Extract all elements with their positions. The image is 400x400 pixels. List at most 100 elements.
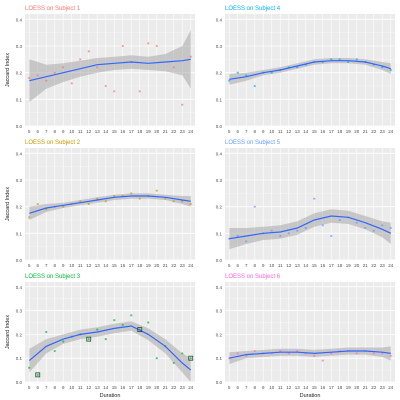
data-point — [355, 221, 358, 224]
data-point — [321, 359, 324, 362]
loess-line — [28, 325, 192, 371]
x-tick-label: 19 — [346, 385, 352, 390]
x-tick-label: 22 — [371, 129, 377, 134]
x-tick-label: 7 — [45, 385, 48, 390]
loess-line — [29, 195, 191, 214]
data-point — [172, 200, 175, 203]
data-point — [113, 318, 116, 322]
x-tick-label: 13 — [95, 263, 101, 268]
x-tick-label: 12 — [286, 385, 292, 390]
y-tick-label: 0.1 — [16, 231, 23, 236]
x-tick-label: 16 — [120, 263, 126, 268]
x-tick-label: 12 — [286, 263, 292, 268]
x-tick-label: 9 — [262, 129, 265, 134]
x-tick-label: 9 — [62, 385, 65, 390]
x-tick-label: 11 — [78, 263, 83, 268]
data-point — [45, 330, 48, 334]
x-tick-label: 12 — [86, 385, 92, 390]
x-tick-label: 23 — [380, 385, 386, 390]
x-tick-label: 15 — [312, 263, 318, 268]
x-tick-label: 14 — [103, 129, 109, 134]
y-tick-label: 0.3 — [216, 309, 223, 314]
x-tick-label: 18 — [337, 385, 343, 390]
subplot-1: 0.0 0.1 0.2 0.3 0.4 5 6 7 8 9 10 11 12 13 14 15 16 17 18 19… — [5, 6, 195, 134]
data-point — [28, 366, 31, 369]
x-tick-label: 13 — [295, 263, 301, 268]
data-point — [296, 66, 299, 69]
x-tick-label: 5 — [28, 385, 31, 390]
y-tick-label: 0.4 — [16, 151, 23, 156]
y-tick-label: 0.0 — [16, 124, 23, 129]
panel-background — [225, 14, 395, 126]
x-tick-label: 20 — [354, 129, 360, 134]
x-tick-label: 24 — [188, 263, 194, 268]
subplot-title: LOESS on Subject 3 — [25, 274, 81, 280]
data-point — [338, 218, 341, 222]
subplot-2: 0.0 0.1 0.2 0.3 0.4 5 6 7 8 9 10 11 12 13 14 15 16 17 18 19… — [216, 6, 395, 134]
x-tick-label: 22 — [171, 129, 177, 134]
x-tick-label: 21 — [363, 385, 369, 390]
x-tick-label: 9 — [62, 129, 65, 134]
x-tick-label: 18 — [337, 129, 343, 134]
x-tick-label: 22 — [371, 263, 377, 268]
y-tick-label: 0.0 — [216, 124, 223, 129]
x-tick-label: 8 — [53, 263, 56, 268]
x-tick-label: 5 — [228, 129, 231, 134]
y-tick-label: 0.4 — [216, 151, 223, 156]
data-point — [155, 357, 158, 360]
x-tick-label: 16 — [320, 263, 326, 268]
y-tick-label: 0.2 — [16, 205, 23, 210]
data-point — [330, 234, 333, 238]
x-tick-label: 18 — [137, 129, 143, 134]
data-point — [53, 349, 56, 353]
x-tick-label: 7 — [245, 385, 248, 390]
x-tick-label: 23 — [180, 129, 186, 134]
y-tick-label: 0.3 — [16, 44, 23, 49]
x-tick-label: 10 — [69, 129, 75, 134]
x-tick-label: 15 — [312, 385, 318, 390]
data-point — [372, 229, 375, 232]
x-tick-label: 11 — [278, 385, 283, 390]
subplot-title: LOESS on Subject 6 — [225, 274, 281, 280]
data-point — [104, 200, 107, 203]
highlight-marker — [35, 372, 41, 378]
x-tick-label: 5 — [228, 263, 231, 268]
data-point — [287, 232, 290, 235]
x-tick-label: 21 — [163, 129, 169, 134]
data-point — [189, 357, 192, 360]
x-tick-label: 14 — [103, 385, 109, 390]
panel-background — [225, 148, 395, 260]
x-tick-label: 6 — [36, 263, 39, 268]
x-tick-label: 19 — [146, 129, 152, 134]
x-tick-label: 21 — [163, 263, 169, 268]
confidence-band — [229, 209, 391, 250]
data-point — [28, 216, 31, 219]
data-point — [253, 84, 256, 88]
loess-line — [29, 58, 191, 82]
subplot-4: 0.0 0.1 0.2 0.3 0.4 5 6 7 8 9 10 11 12 13 14 15 16 17 18 19… — [216, 140, 395, 268]
data-point — [181, 352, 184, 355]
x-tick-label: 12 — [86, 263, 92, 268]
loess-line — [229, 350, 391, 359]
x-tick-label: 10 — [269, 385, 275, 390]
y-tick-label: 0.0 — [216, 380, 223, 385]
x-tick-label: 14 — [103, 263, 109, 268]
data-point — [96, 66, 99, 69]
data-point — [79, 200, 82, 203]
x-tick-label: 16 — [320, 129, 326, 134]
data-point — [389, 226, 392, 230]
x-tick-label: 20 — [354, 263, 360, 268]
y-tick-label: 0.3 — [16, 178, 23, 183]
data-point — [236, 234, 239, 238]
x-tick-label: 21 — [363, 263, 369, 268]
x-tick-label: 19 — [346, 263, 352, 268]
x-tick-label: 11 — [78, 385, 83, 390]
data-point — [45, 79, 48, 82]
x-tick-label: 16 — [120, 385, 126, 390]
data-point — [164, 197, 167, 200]
highlight-marker — [188, 355, 194, 361]
x-tick-label: 20 — [354, 385, 360, 390]
data-point — [87, 50, 90, 53]
data-point — [147, 42, 150, 45]
